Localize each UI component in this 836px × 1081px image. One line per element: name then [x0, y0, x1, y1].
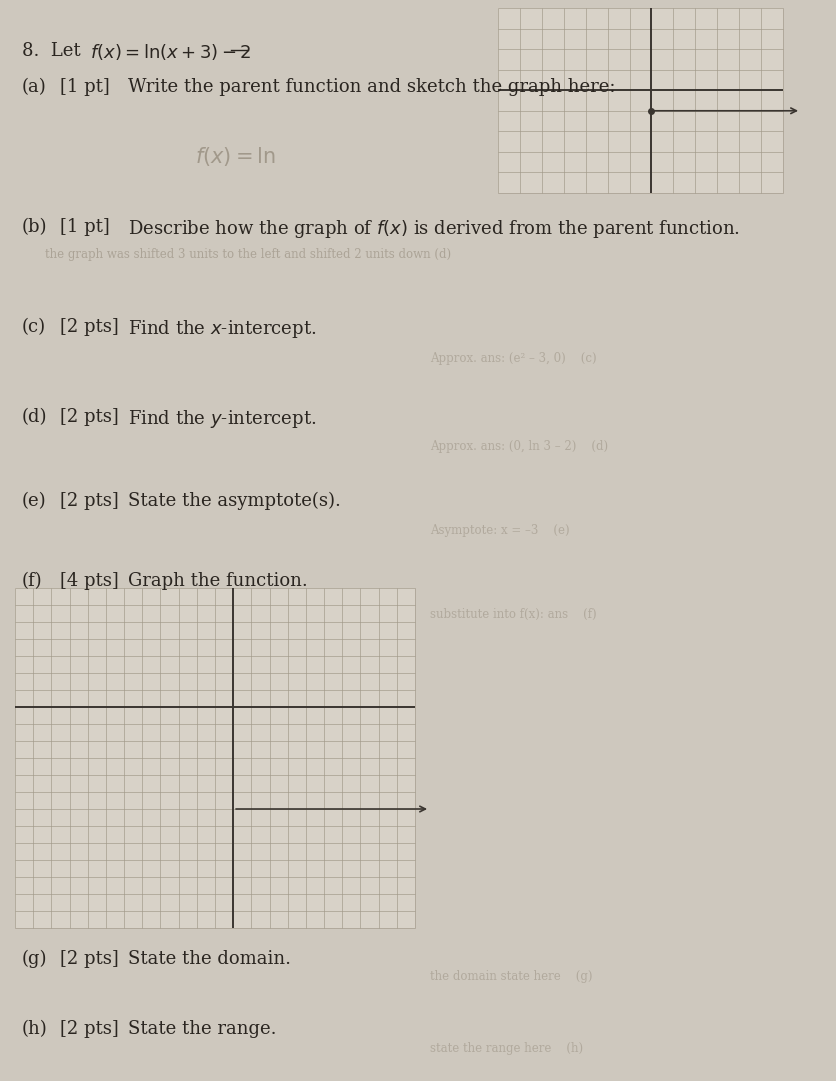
Text: Graph the function.: Graph the function. [128, 572, 308, 590]
Text: [2 pts]: [2 pts] [60, 950, 119, 967]
Text: (a): (a) [22, 78, 47, 96]
Text: (b): (b) [22, 218, 48, 236]
Text: Approx. ans: (e² – 3, 0)    (c): Approx. ans: (e² – 3, 0) (c) [430, 352, 596, 365]
Text: Find the $x$-intercept.: Find the $x$-intercept. [128, 318, 316, 341]
Bar [497, 8, 782, 193]
Text: (e): (e) [22, 492, 47, 510]
Text: 8.  Let: 8. Let [22, 42, 86, 61]
Text: Write the parent function and sketch the graph here:: Write the parent function and sketch the… [128, 78, 614, 96]
Text: [2 pts]: [2 pts] [60, 1020, 119, 1038]
Text: $f(x) = \ln$: $f(x) = \ln$ [195, 145, 275, 168]
Text: (f): (f) [22, 572, 43, 590]
Text: the domain state here    (g): the domain state here (g) [430, 970, 592, 983]
Text: State the domain.: State the domain. [128, 950, 291, 967]
Text: (g): (g) [22, 950, 48, 969]
Text: [1 pt]: [1 pt] [60, 78, 110, 96]
Text: Approx. ans: (0, ln 3 – 2)    (d): Approx. ans: (0, ln 3 – 2) (d) [430, 440, 608, 453]
Text: Asymptote: x = –3    (e): Asymptote: x = –3 (e) [430, 524, 569, 537]
Text: [4 pts]: [4 pts] [60, 572, 119, 590]
Text: state the range here    (h): state the range here (h) [430, 1042, 583, 1055]
Text: $f(x) = \ln(x+3) - 2$: $f(x) = \ln(x+3) - 2$ [90, 42, 252, 62]
Text: State the range.: State the range. [128, 1020, 276, 1038]
Text: [1 pt]: [1 pt] [60, 218, 110, 236]
Text: Find the $y$-intercept.: Find the $y$-intercept. [128, 408, 316, 430]
Text: substitute into f(x): ans    (f): substitute into f(x): ans (f) [430, 608, 596, 620]
Text: State the asymptote(s).: State the asymptote(s). [128, 492, 340, 510]
Text: [2 pts]: [2 pts] [60, 492, 119, 510]
Text: Describe how the graph of $f(x)$ is derived from the parent function.: Describe how the graph of $f(x)$ is deri… [128, 218, 739, 240]
Text: (c): (c) [22, 318, 46, 336]
Text: [2 pts]: [2 pts] [60, 318, 119, 336]
Text: (d): (d) [22, 408, 48, 426]
Text: [2 pts]: [2 pts] [60, 408, 119, 426]
Bar [15, 588, 415, 927]
Text: the graph was shifted 3 units to the left and shifted 2 units down (d): the graph was shifted 3 units to the lef… [45, 248, 451, 261]
Text: (h): (h) [22, 1020, 48, 1038]
